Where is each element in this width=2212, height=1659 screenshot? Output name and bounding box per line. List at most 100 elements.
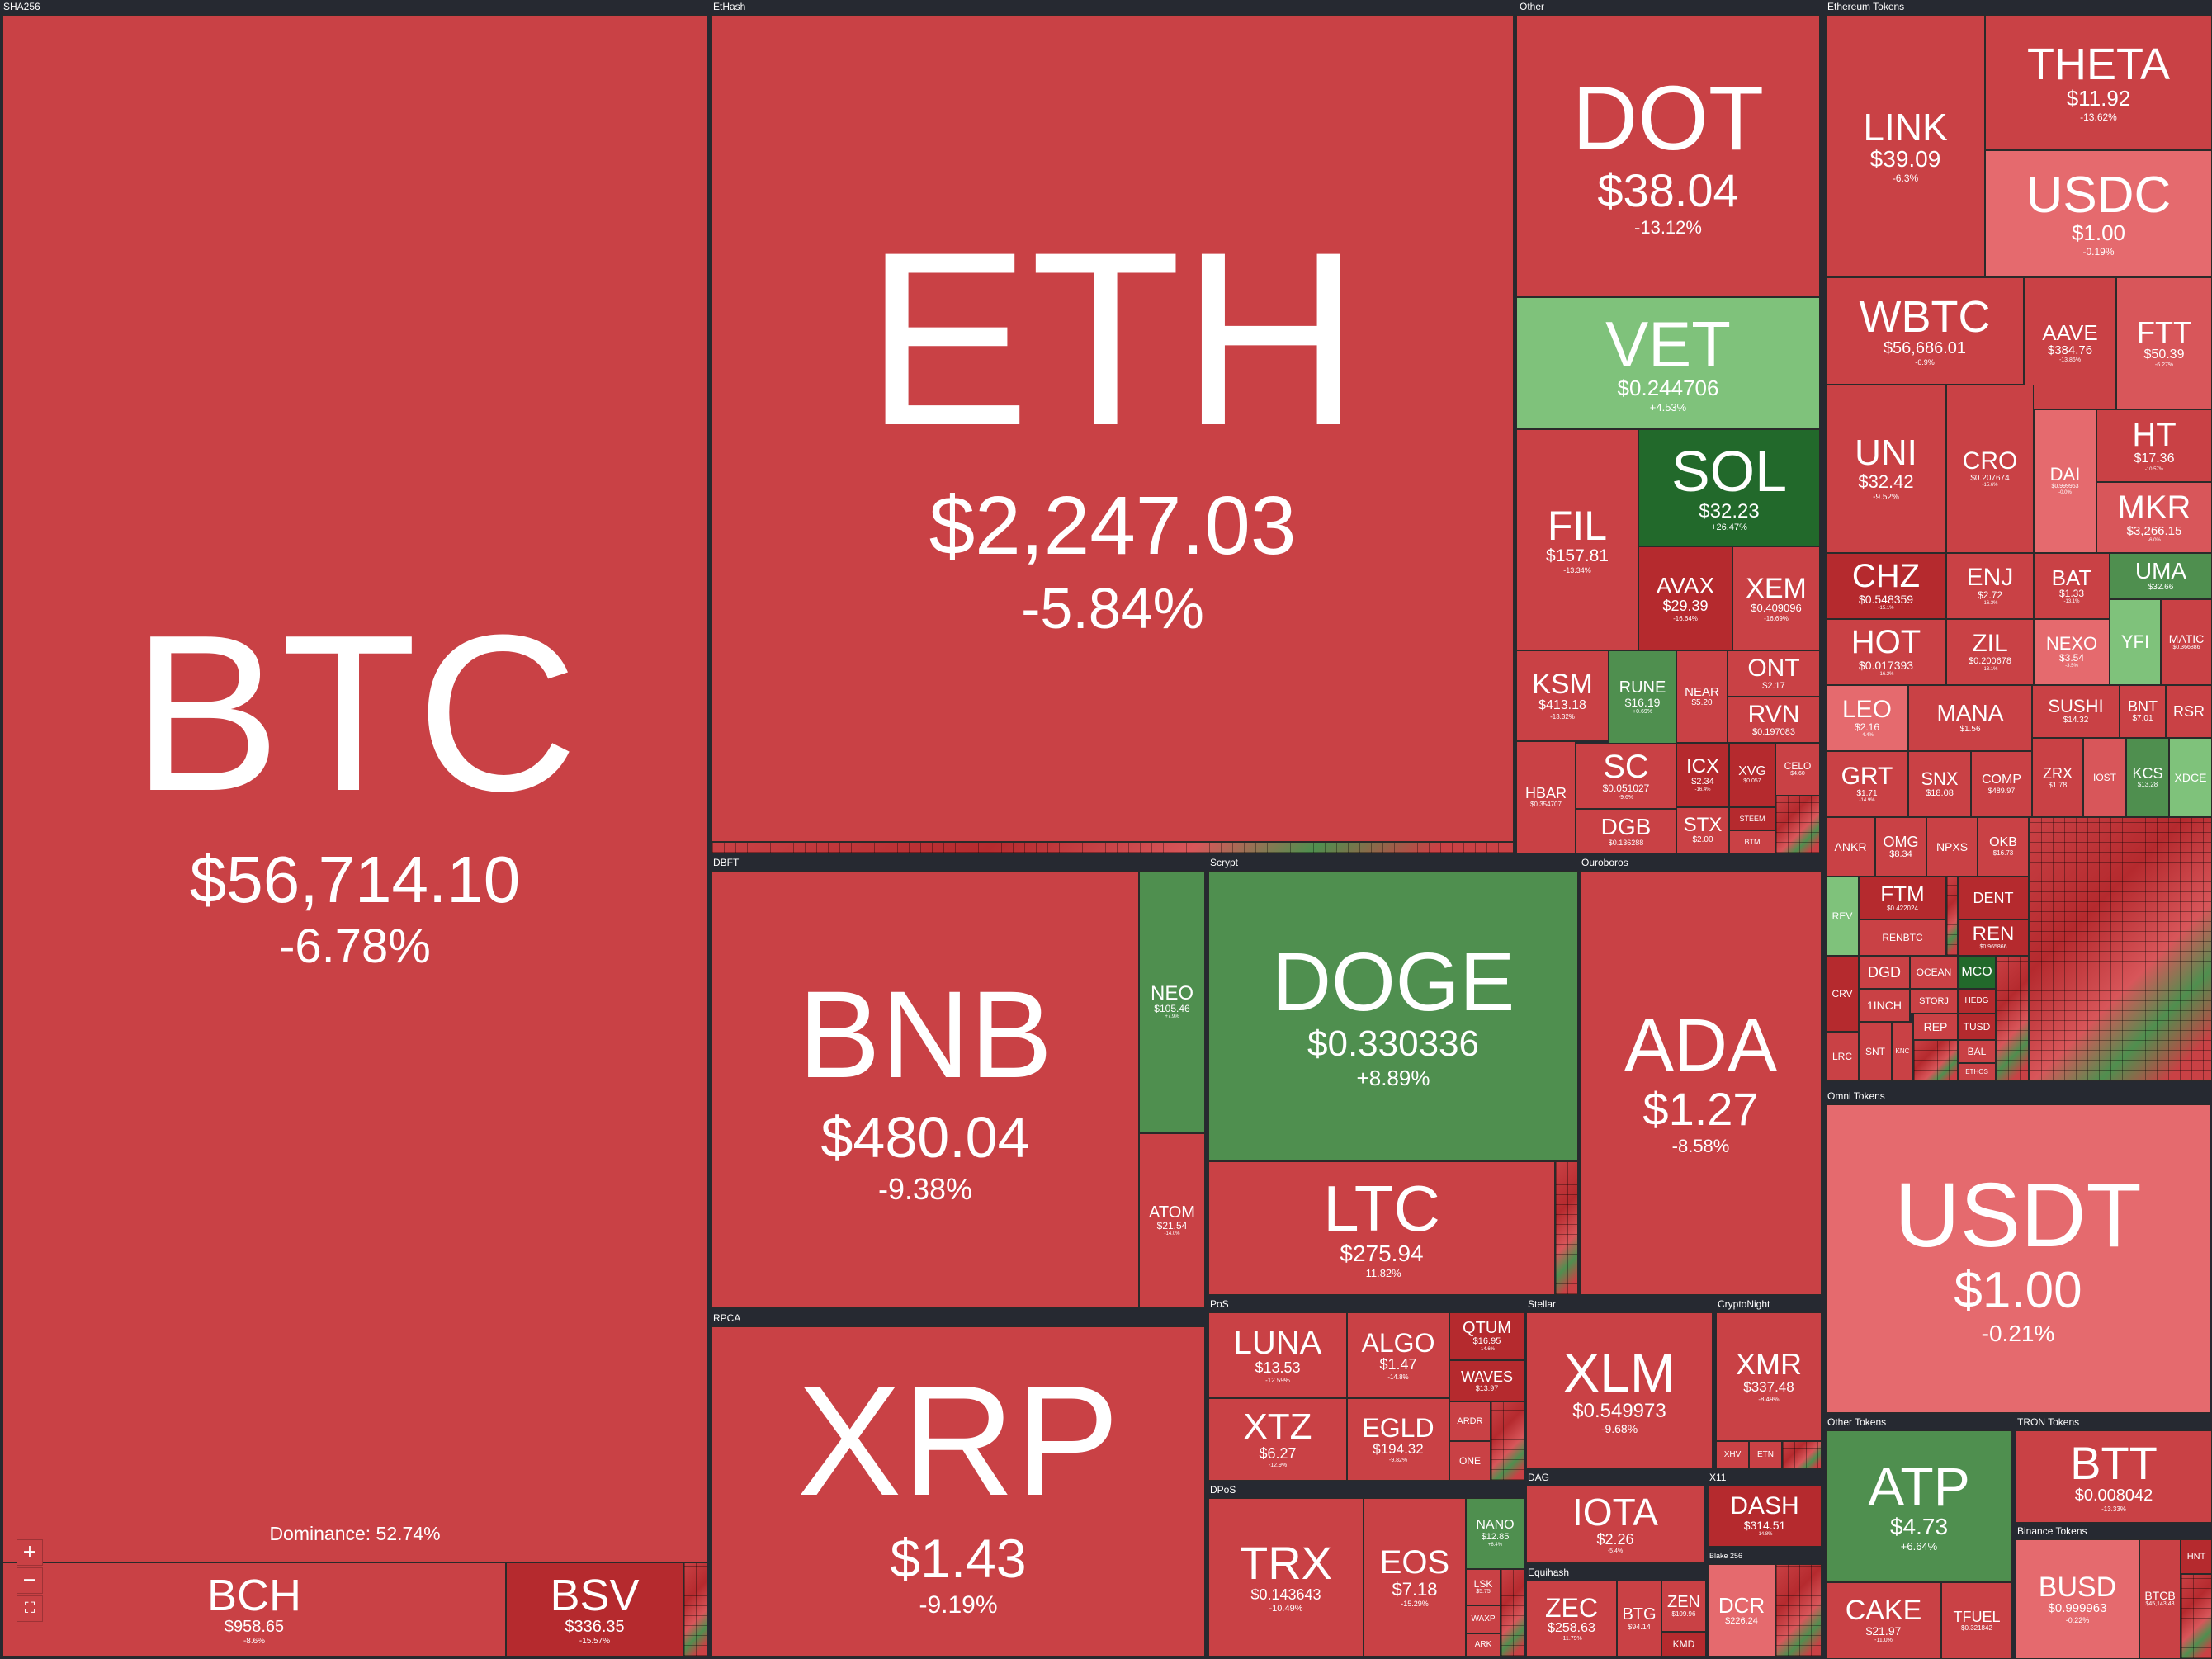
tile-ocean[interactable]: OCEAN bbox=[1910, 956, 1958, 989]
tile-eth[interactable]: ETH $2,247.03 -5.84% bbox=[711, 15, 1514, 842]
tile-xlm[interactable]: XLM $0.549973 -9.68% bbox=[1526, 1312, 1713, 1469]
small-tiles-ethereum-3[interactable] bbox=[1996, 956, 2029, 1081]
zoom-in-button[interactable]: + bbox=[17, 1539, 43, 1566]
small-tiles-ethash[interactable] bbox=[711, 842, 1514, 853]
tile-lrc[interactable]: LRC bbox=[1826, 1032, 1859, 1081]
tile-dgb[interactable]: DGB $0.136288 bbox=[1576, 809, 1676, 853]
tile-xem[interactable]: XEM $0.409096 -16.69% bbox=[1732, 546, 1820, 650]
tile-atp[interactable]: ATP $4.73 +6.64% bbox=[1826, 1430, 2012, 1582]
tile-btcb[interactable]: BTCB $45,143.43 bbox=[2139, 1539, 2181, 1659]
tile-rev[interactable]: REV bbox=[1826, 877, 1859, 956]
tile-waxp[interactable]: WAXP bbox=[1466, 1605, 1501, 1633]
small-tiles-pos[interactable] bbox=[1491, 1401, 1524, 1481]
small-tiles-scrypt[interactable] bbox=[1555, 1161, 1578, 1295]
tile-ksm[interactable]: KSM $413.18 -13.32% bbox=[1516, 650, 1609, 741]
tile-dot[interactable]: DOT $38.04 -13.12% bbox=[1516, 15, 1820, 297]
tile-ethos[interactable]: ETHOS bbox=[1958, 1063, 1996, 1081]
tile-btc[interactable]: BTC $56,714.10 -6.78% bbox=[2, 15, 707, 1562]
tile-ada[interactable]: ADA $1.27 -8.58% bbox=[1580, 871, 1822, 1295]
tile-near[interactable]: NEAR $5.20 bbox=[1676, 650, 1728, 743]
tile-ht[interactable]: HT $17.36 -10.57% bbox=[2096, 409, 2212, 482]
tile-trx[interactable]: TRX $0.143643 -10.49% bbox=[1208, 1498, 1364, 1657]
tile-comp[interactable]: COMP $489.97 bbox=[1971, 751, 2032, 817]
tile-kmd[interactable]: KMD bbox=[1661, 1632, 1706, 1657]
tile-xdce[interactable]: XDCE bbox=[2169, 738, 2212, 817]
tile-dash[interactable]: DASH $314.51 -14.8% bbox=[1708, 1486, 1822, 1547]
tile-btg[interactable]: BTG $94.14 bbox=[1617, 1581, 1661, 1657]
tile-matic[interactable]: MATIC $0.366886 bbox=[2161, 599, 2212, 685]
tile-ardr[interactable]: ARDR bbox=[1449, 1401, 1491, 1441]
tile-celo[interactable]: CELO $4.60 bbox=[1775, 743, 1820, 796]
tile-uni[interactable]: UNI $32.42 -9.52% bbox=[1826, 385, 1946, 553]
tile-ftt[interactable]: FTT $50.39 -6.27% bbox=[2116, 277, 2212, 409]
tile-cro[interactable]: CRO $0.207674 -15.6% bbox=[1946, 385, 2034, 553]
tile-xmr[interactable]: XMR $337.48 -8.49% bbox=[1716, 1312, 1822, 1441]
tile-xrp[interactable]: XRP $1.43 -9.19% bbox=[711, 1326, 1205, 1657]
small-tiles-cryptonight[interactable] bbox=[1782, 1441, 1822, 1469]
tile-dgd[interactable]: DGD bbox=[1859, 956, 1910, 989]
small-tiles-ethereum[interactable] bbox=[2029, 817, 2212, 1081]
tile-neo[interactable]: NEO $105.46 +7.9% bbox=[1139, 871, 1205, 1133]
tile-ont[interactable]: ONT $2.17 bbox=[1728, 650, 1820, 697]
tile-bat[interactable]: BAT $1.33 -13.1% bbox=[2034, 553, 2110, 619]
tile-icx[interactable]: ICX $2.34 -16.4% bbox=[1676, 743, 1729, 807]
tile-bnb[interactable]: BNB $480.04 -9.38% bbox=[711, 871, 1139, 1308]
tile-chz[interactable]: CHZ $0.548359 -15.1% bbox=[1826, 553, 1946, 619]
tile-mana[interactable]: MANA $1.56 bbox=[1908, 685, 2032, 751]
tile-egld[interactable]: EGLD $194.32 -9.82% bbox=[1347, 1398, 1449, 1481]
tile-theta[interactable]: THETA $11.92 -13.62% bbox=[1985, 15, 2212, 150]
tile-ftm[interactable]: FTM $0.422024 bbox=[1859, 877, 1946, 919]
tile-steem[interactable]: STEEM bbox=[1729, 807, 1775, 830]
tile-xvg[interactable]: XVG $0.057 bbox=[1729, 743, 1775, 807]
small-tiles-sha256[interactable] bbox=[683, 1562, 707, 1657]
tile-link[interactable]: LINK $39.09 -6.3% bbox=[1826, 15, 1985, 277]
small-tiles-blake[interactable] bbox=[1775, 1564, 1822, 1657]
zoom-out-button[interactable]: − bbox=[17, 1567, 43, 1594]
tile-busd[interactable]: BUSD $0.999963 -0.22% bbox=[2016, 1539, 2139, 1659]
tile-dai[interactable]: DAI $0.999963 -0.0% bbox=[2034, 409, 2096, 553]
tile-mco[interactable]: MCO bbox=[1958, 956, 1996, 989]
tile-leo[interactable]: LEO $2.16 -4.4% bbox=[1826, 685, 1908, 751]
tile-usdt[interactable]: USDT $1.00 -0.21% bbox=[1826, 1104, 2210, 1413]
small-tiles-binance[interactable] bbox=[2181, 1574, 2212, 1659]
tile-xtz[interactable]: XTZ $6.27 -12.9% bbox=[1208, 1398, 1347, 1481]
tile-snt[interactable]: SNT bbox=[1859, 1022, 1892, 1081]
small-tiles-dpos[interactable] bbox=[1501, 1569, 1524, 1657]
tile-rune[interactable]: RUNE $16.19 +0.69% bbox=[1609, 650, 1676, 744]
tile-avax[interactable]: AVAX $29.39 -16.64% bbox=[1638, 546, 1732, 650]
tile-okb[interactable]: OKB $16.73 bbox=[1978, 817, 2029, 877]
tile-bch[interactable]: BCH $958.65 -8.6% bbox=[2, 1562, 506, 1657]
tile-hot[interactable]: HOT $0.017393 -16.2% bbox=[1826, 619, 1946, 685]
tile-btm[interactable]: BTM bbox=[1729, 830, 1775, 853]
tile-lsk[interactable]: LSK $5.75 bbox=[1466, 1569, 1501, 1605]
tile-npxs[interactable]: NPXS bbox=[1926, 817, 1978, 877]
tile-grt[interactable]: GRT $1.71 -14.9% bbox=[1826, 751, 1908, 817]
tile-eos[interactable]: EOS $7.18 -15.29% bbox=[1364, 1498, 1466, 1657]
tile-iota[interactable]: IOTA $2.26 -5.4% bbox=[1526, 1486, 1704, 1563]
tile-btt[interactable]: BTT $0.008042 -13.33% bbox=[2016, 1430, 2212, 1523]
tile-xhv[interactable]: XHV bbox=[1716, 1441, 1749, 1469]
small-tiles-other[interactable] bbox=[1775, 796, 1820, 853]
tile-rvn[interactable]: RVN $0.197083 bbox=[1728, 697, 1820, 743]
tile-kcs[interactable]: KCS $13.28 bbox=[2126, 738, 2169, 817]
tile-nexo[interactable]: NEXO $3.54 -3.5% bbox=[2034, 619, 2110, 685]
tile-zil[interactable]: ZIL $0.200678 -13.1% bbox=[1946, 619, 2034, 685]
tile-atom[interactable]: ATOM $21.54 -14.0% bbox=[1139, 1133, 1205, 1308]
tile-dcr[interactable]: DCR $226.24 bbox=[1708, 1564, 1775, 1657]
tile-yfi[interactable]: YFI bbox=[2110, 599, 2161, 685]
tile-hnt[interactable]: HNT bbox=[2181, 1539, 2212, 1574]
tile-ltc[interactable]: LTC $275.94 -11.82% bbox=[1208, 1161, 1555, 1295]
tile-sc[interactable]: SC $0.051027 -9.6% bbox=[1576, 743, 1676, 809]
tile-wbtc[interactable]: WBTC $56,686.01 -6.9% bbox=[1826, 277, 2024, 385]
tile-rsr[interactable]: RSR bbox=[2166, 685, 2212, 738]
tile-aave[interactable]: AAVE $384.76 -13.86% bbox=[2024, 277, 2116, 409]
tile-dent[interactable]: DENT bbox=[1958, 877, 2029, 919]
tile-hbar[interactable]: HBAR $0.354707 bbox=[1516, 741, 1576, 853]
small-tiles-ethereum-2[interactable] bbox=[1913, 1040, 1958, 1081]
small-tiles-ethereum-4[interactable] bbox=[1946, 877, 1958, 956]
tile-rep[interactable]: REP bbox=[1913, 1014, 1958, 1040]
tile-etn[interactable]: ETN bbox=[1749, 1441, 1782, 1469]
tile-uma[interactable]: UMA $32.66 bbox=[2110, 553, 2212, 599]
tile-luna[interactable]: LUNA $13.53 -12.59% bbox=[1208, 1312, 1347, 1398]
tile-bnt[interactable]: BNT $7.01 bbox=[2120, 685, 2166, 738]
